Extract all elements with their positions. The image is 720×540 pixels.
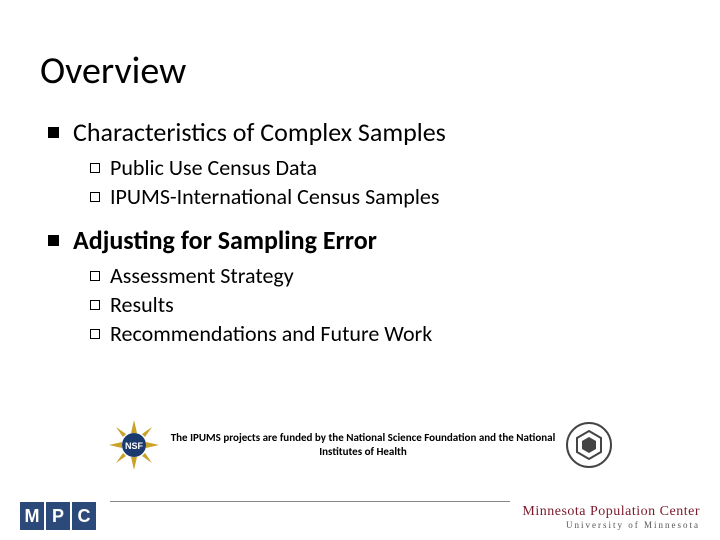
hollow-square-icon (90, 163, 100, 173)
bullet-level1: Characteristics of Complex Samples (48, 116, 680, 148)
org-name: Minnesota Population Center (522, 504, 700, 520)
bullet-level2: Assessment Strategy (90, 262, 680, 289)
bullet-level2: IPUMS-International Census Samples (90, 183, 680, 210)
bullet-text: Characteristics of Complex Samples (73, 116, 446, 148)
hollow-square-icon (90, 300, 100, 310)
mpc-logo: M P C (20, 502, 96, 530)
filled-square-icon (48, 127, 59, 138)
bullet-level1: Adjusting for Sampling Error (48, 224, 680, 256)
nih-logo-icon (565, 421, 613, 469)
mpc-letter: P (46, 502, 70, 530)
svg-text:NSF: NSF (125, 441, 144, 451)
bullet-text: Recommendations and Future Work (110, 320, 432, 347)
hollow-square-icon (90, 192, 100, 202)
bullet-level2: Recommendations and Future Work (90, 320, 680, 347)
filled-square-icon (48, 235, 59, 246)
org-block: Minnesota Population Center University o… (522, 504, 700, 530)
hollow-square-icon (90, 329, 100, 339)
org-subtitle: University of Minnesota (522, 520, 700, 530)
bullet-level2: Public Use Census Data (90, 154, 680, 181)
bullet-level2: Results (90, 291, 680, 318)
nsf-logo-icon: NSF (107, 418, 161, 472)
bullet-text: Results (110, 291, 174, 318)
slide-title: Overview (40, 48, 680, 94)
slide-body: Overview Characteristics of Complex Samp… (0, 0, 720, 347)
mpc-letter: C (72, 502, 96, 530)
bullet-text: Assessment Strategy (110, 262, 294, 289)
bullet-text: Adjusting for Sampling Error (73, 224, 377, 256)
footer: M P C Minnesota Population Center Univer… (0, 502, 720, 530)
spacer (40, 212, 680, 224)
hollow-square-icon (90, 271, 100, 281)
funding-text: The IPUMS projects are funded by the Nat… (163, 431, 563, 459)
mpc-letter: M (20, 502, 44, 530)
bullet-text: Public Use Census Data (110, 154, 317, 181)
funding-row: NSF The IPUMS projects are funded by the… (0, 418, 720, 472)
bullet-text: IPUMS-International Census Samples (110, 183, 439, 210)
